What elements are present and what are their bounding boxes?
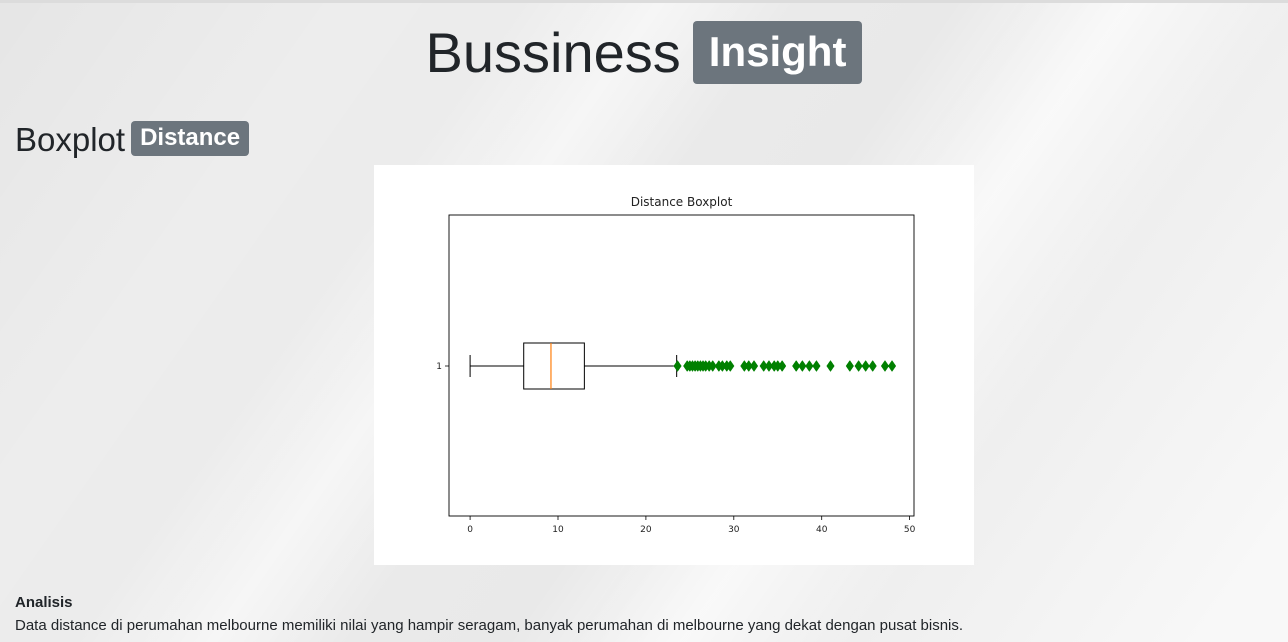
x-tick-label: 20: [640, 525, 652, 535]
x-tick-label: 30: [728, 525, 740, 535]
boxplot-svg: Distance Boxplot 0 10 20 30 40 50 1: [436, 195, 916, 535]
y-tick-label: 1: [436, 362, 442, 372]
outlier-point: [673, 360, 682, 372]
outlier-point: [805, 360, 814, 372]
section-title-text: Boxplot: [15, 121, 126, 158]
page-title: Bussiness Insight: [0, 21, 1288, 85]
x-tick-label: 50: [904, 525, 916, 535]
outlier-point: [861, 360, 870, 372]
page-title-badge: Insight: [692, 21, 863, 84]
outlier-point: [854, 360, 863, 372]
section-title-badge: Distance: [131, 121, 250, 156]
outlier-point: [798, 360, 807, 372]
outlier-point: [826, 360, 835, 372]
analysis-text: Data distance di perumahan melbourne mem…: [15, 617, 964, 634]
analysis-label: Analisis: [15, 594, 73, 611]
boxplot-chart: Distance Boxplot 0 10 20 30 40 50 1: [374, 165, 974, 565]
outlier-point: [868, 360, 877, 372]
outlier-point: [726, 360, 735, 372]
outlier-point: [778, 360, 787, 372]
outlier-point: [749, 360, 759, 372]
outlier-point: [887, 360, 897, 372]
plot-frame: [448, 214, 915, 517]
chart-title: Distance Boxplot: [631, 195, 733, 209]
iqr-box: [523, 342, 585, 390]
x-tick-label: 0: [467, 525, 473, 535]
outlier-point: [708, 360, 717, 372]
x-tick-label: 40: [816, 525, 828, 535]
section-title: Boxplot Distance: [15, 120, 250, 160]
outlier-point: [880, 360, 890, 372]
x-tick-label: 10: [552, 525, 564, 535]
outlier-point: [812, 360, 821, 372]
outlier-point: [792, 360, 801, 372]
outlier-point: [845, 360, 854, 372]
page-title-text: Bussiness: [425, 21, 681, 84]
